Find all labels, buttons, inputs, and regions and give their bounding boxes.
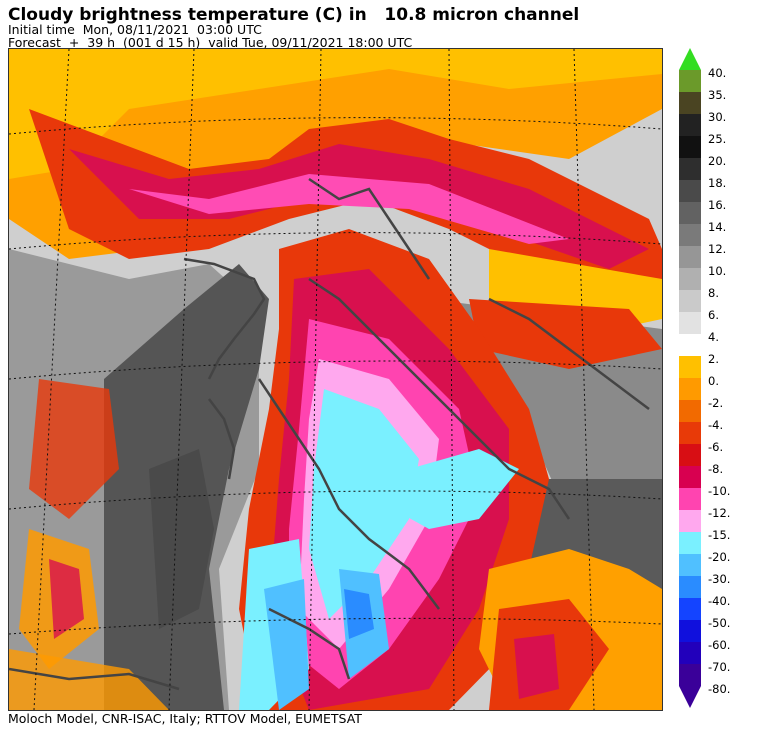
legend-tick-label: 6. (708, 308, 719, 322)
legend-tick-label: -6. (708, 440, 724, 454)
legend-swatch (679, 114, 701, 136)
legend-swatch (679, 136, 701, 158)
legend-tick-label: -40. (708, 594, 731, 608)
legend-swatch (679, 290, 701, 312)
legend-tick-label: 0. (708, 374, 719, 388)
initial-time: Initial time Mon, 08/11/2021 03:00 UTC (8, 22, 262, 37)
legend-swatch (679, 268, 701, 290)
legend-swatch (679, 180, 701, 202)
legend-swatch (679, 378, 701, 400)
legend-tick-label: -30. (708, 572, 731, 586)
legend-swatch (679, 70, 701, 92)
legend-tick-label: -60. (708, 638, 731, 652)
legend-swatch (679, 620, 701, 642)
legend-tick-label: -15. (708, 528, 731, 542)
legend-swatch (679, 224, 701, 246)
legend-arrow-bottom (679, 686, 701, 708)
legend-tick-label: 20. (708, 154, 727, 168)
legend-tick-label: -70. (708, 660, 731, 674)
forecast-validity: Forecast + 39 h (001 d 15 h) valid Tue, … (8, 35, 413, 50)
legend-tick-label: -50. (708, 616, 731, 630)
legend-swatch (679, 312, 701, 334)
legend-tick-label: 35. (708, 88, 727, 102)
legend-swatch (679, 92, 701, 114)
legend-tick-label: 12. (708, 242, 727, 256)
legend-swatch (679, 642, 701, 664)
legend-swatch (679, 422, 701, 444)
legend-tick-label: 8. (708, 286, 719, 300)
brightness-temperature-field (9, 49, 662, 710)
legend-tick-label: -20. (708, 550, 731, 564)
legend-tick-label: -80. (708, 682, 731, 696)
legend-swatch (679, 664, 701, 686)
legend-tick-label: -10. (708, 484, 731, 498)
color-legend-bar (679, 48, 701, 708)
legend-swatch (679, 246, 701, 268)
legend-tick-label: 14. (708, 220, 727, 234)
legend-tick-label: -12. (708, 506, 731, 520)
legend-tick-label: 40. (708, 66, 727, 80)
legend-swatch (679, 466, 701, 488)
legend-tick-label: 10. (708, 264, 727, 278)
legend-tick-label: -8. (708, 462, 724, 476)
legend-swatch (679, 532, 701, 554)
legend-tick-label: 4. (708, 330, 719, 344)
legend-tick-label: 18. (708, 176, 727, 190)
satellite-map (8, 48, 663, 711)
legend-swatch (679, 444, 701, 466)
legend-swatch (679, 158, 701, 180)
legend-swatch (679, 576, 701, 598)
model-credit: Moloch Model, CNR-ISAC, Italy; RTTOV Mod… (8, 711, 362, 726)
map-title: Cloudy brightness temperature (C) in 10.… (8, 5, 580, 25)
legend-tick-label: -4. (708, 418, 724, 432)
legend-swatch (679, 554, 701, 576)
legend-swatch (679, 488, 701, 510)
legend-tick-label: -2. (708, 396, 724, 410)
legend-swatch (679, 356, 701, 378)
legend-tick-label: 30. (708, 110, 727, 124)
legend-swatch (679, 202, 701, 224)
legend-arrow-top (679, 48, 701, 70)
legend-tick-label: 16. (708, 198, 727, 212)
legend-swatch (679, 598, 701, 620)
legend-tick-label: 2. (708, 352, 719, 366)
legend-tick-label: 25. (708, 132, 727, 146)
legend-swatch (679, 510, 701, 532)
legend-swatch (679, 400, 701, 422)
